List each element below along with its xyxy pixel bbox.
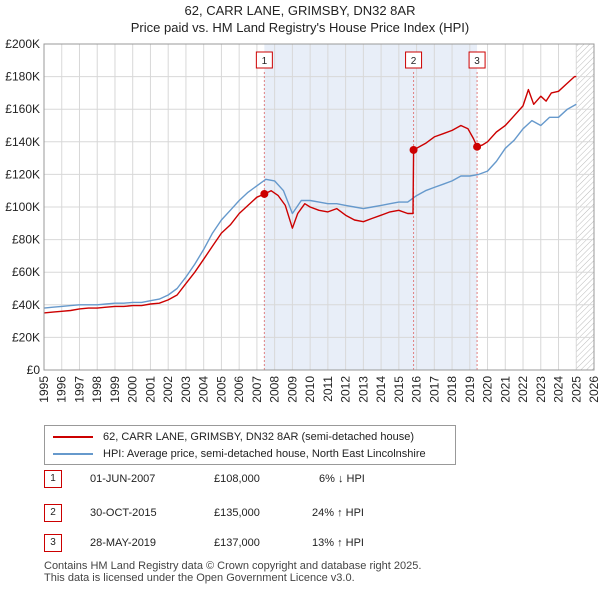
x-tick-label: 2002	[161, 376, 175, 403]
plot-border	[43, 43, 595, 371]
x-tick-label: 2005	[214, 376, 228, 403]
sale-point-3	[473, 142, 482, 151]
table-row: 3 28-MAY-2019 £137,000 13% ↑ HPI	[44, 534, 564, 554]
property-series-line	[43, 75, 577, 314]
sale-date: 28-MAY-2019	[90, 537, 157, 549]
sale-hpi-diff: 6% ↓ HPI	[319, 473, 365, 485]
y-tick-label: £60K	[12, 265, 40, 279]
x-tick-label: 2017	[427, 376, 441, 403]
legend-label-property: 62, CARR LANE, GRIMSBY, DN32 8AR (semi-d…	[103, 431, 414, 443]
x-tick-label: 2021	[498, 376, 512, 403]
x-tick-label: 2015	[392, 376, 406, 403]
legend-swatch-hpi	[53, 453, 93, 455]
x-tick-label: 2016	[410, 376, 424, 403]
footer-line-1: Contains HM Land Registry data © Crown c…	[44, 560, 422, 572]
sale-date: 01-JUN-2007	[90, 473, 156, 485]
chart-legend: 62, CARR LANE, GRIMSBY, DN32 8AR (semi-d…	[44, 425, 456, 465]
x-tick-label: 2019	[463, 376, 477, 403]
y-tick-label: £40K	[12, 298, 40, 312]
x-tick-label: 1999	[108, 376, 122, 403]
x-tick-label: 1995	[37, 376, 51, 403]
sale-label-box-2	[405, 51, 423, 69]
y-tick-label: £160K	[5, 102, 40, 116]
x-tick-label: 2024	[552, 376, 566, 403]
x-tick-label: 2000	[126, 376, 140, 403]
y-tick-label: £200K	[5, 37, 40, 51]
sale-hpi-diff: 24% ↑ HPI	[312, 507, 364, 519]
sale-number-badge: 3	[44, 534, 62, 552]
x-tick-label: 1998	[90, 376, 104, 403]
table-row: 1 01-JUN-2007 £108,000 6% ↓ HPI	[44, 470, 564, 490]
y-tick-label: £140K	[5, 135, 40, 149]
sale-label-1: 1	[262, 56, 268, 67]
table-row: 2 30-OCT-2015 £135,000 24% ↑ HPI	[44, 504, 564, 524]
sale-hpi-diff: 13% ↑ HPI	[312, 537, 364, 549]
y-tick-label: £120K	[5, 167, 40, 181]
x-tick-label: 2006	[232, 376, 246, 403]
sale-number-badge: 2	[44, 504, 62, 522]
sale-label-2: 2	[411, 56, 417, 67]
y-tick-label: £180K	[5, 70, 40, 84]
y-tick-label: £20K	[12, 330, 40, 344]
x-tick-label: 2010	[303, 376, 317, 403]
sale-point-1	[260, 189, 269, 198]
legend-label-hpi: HPI: Average price, semi-detached house,…	[103, 448, 426, 460]
x-tick-label: 2001	[143, 376, 157, 403]
x-tick-label: 2011	[321, 376, 335, 402]
x-tick-label: 2025	[569, 376, 583, 403]
x-tick-label: 2018	[445, 376, 459, 403]
x-tick-label: 2007	[250, 376, 264, 403]
sale-label-box-3	[468, 51, 486, 69]
y-tick-label: £100K	[5, 200, 40, 214]
y-tick-label: £80K	[12, 233, 40, 247]
sale-price: £137,000	[214, 537, 260, 549]
x-tick-label: 2023	[534, 376, 548, 403]
sale-price: £108,000	[214, 473, 260, 485]
x-tick-label: 2009	[285, 376, 299, 403]
x-tick-label: 2020	[481, 376, 495, 403]
sale-price: £135,000	[214, 507, 260, 519]
x-tick-label: 2012	[339, 376, 353, 403]
x-tick-label: 2004	[197, 376, 211, 403]
x-tick-label: 1996	[55, 376, 69, 403]
y-tick-label: £0	[27, 363, 41, 377]
chart-title: Price paid vs. HM Land Registry's House …	[130, 20, 470, 35]
x-tick-label: 2013	[356, 376, 370, 403]
footer-line-2: This data is licensed under the Open Gov…	[44, 572, 355, 584]
sale-point-2	[409, 145, 418, 154]
sale-date: 30-OCT-2015	[90, 507, 157, 519]
sale-number-badge: 1	[44, 470, 62, 488]
x-tick-label: 1997	[72, 376, 86, 403]
x-tick-label: 2022	[516, 376, 530, 403]
hpi-series-line	[43, 103, 577, 309]
x-tick-label: 2014	[374, 376, 388, 403]
sale-label-3: 3	[474, 56, 480, 67]
legend-swatch-property	[53, 436, 93, 438]
chart-title-address: 62, CARR LANE, GRIMSBY, DN32 8AR	[184, 3, 416, 18]
footer-copyright: Contains HM Land Registry data © Crown c…	[44, 560, 421, 584]
x-tick-label: 2008	[268, 376, 282, 403]
legend-item-hpi: HPI: Average price, semi-detached house,…	[53, 446, 426, 462]
legend-item-property: 62, CARR LANE, GRIMSBY, DN32 8AR (semi-d…	[53, 429, 414, 445]
x-tick-label: 2003	[179, 376, 193, 403]
sale-label-box-1	[255, 51, 273, 69]
x-tick-label: 2026	[587, 376, 600, 403]
price-chart: 1 2 3 £0 £20K £40K £60K £80K £100K £120K £140K £16…	[5, 37, 600, 403]
